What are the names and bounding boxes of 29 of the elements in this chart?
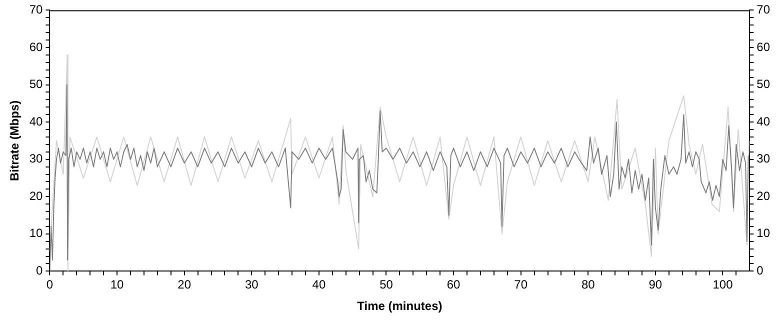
y2-tick-label: 20 — [756, 188, 770, 203]
x-axis-title: Time (minutes) — [357, 299, 442, 314]
y-tick-label: 60 — [29, 40, 44, 54]
y-tick-label: 10 — [29, 226, 44, 240]
y2-tick-label: 50 — [756, 77, 770, 92]
x-tick-label: 10 — [110, 278, 124, 292]
x-tick-label: 70 — [514, 278, 528, 292]
x-tick-label: 30 — [244, 278, 259, 292]
y2-tick-label: 60 — [756, 40, 770, 54]
x-tick-label: 60 — [446, 278, 461, 292]
x-tick-label: 0 — [46, 278, 54, 292]
x-tick-label: 90 — [648, 278, 662, 292]
y-tick-label: 40 — [29, 114, 44, 128]
y-axis-title: Bitrate (Mbps) — [8, 100, 22, 182]
x-tick-label: 100 — [712, 278, 734, 292]
x-tick-label: 20 — [178, 278, 192, 292]
y-tick-label: 30 — [29, 152, 44, 166]
y-tick-label: 20 — [29, 188, 44, 203]
y2-tick-label: 30 — [756, 152, 770, 166]
y2-tick-label: 10 — [756, 226, 770, 240]
y-tick-label: 50 — [29, 77, 44, 92]
x-tick-label: 80 — [581, 278, 596, 292]
x-tick-label: 40 — [312, 278, 326, 292]
y2-tick-label: 0 — [756, 264, 764, 278]
y-tick-label: 0 — [36, 264, 44, 278]
x-tick-label: 50 — [380, 278, 394, 292]
y2-tick-label: 70 — [756, 2, 770, 17]
y-tick-label: 70 — [29, 2, 44, 17]
y2-tick-label: 40 — [756, 114, 770, 128]
